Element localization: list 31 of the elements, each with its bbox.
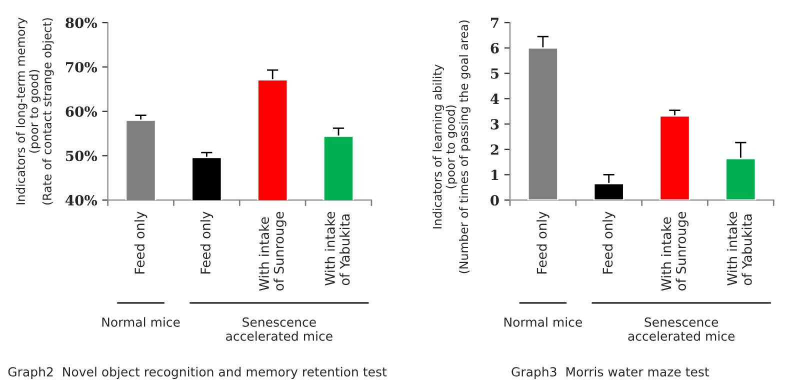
y-tick-label: 1 — [492, 170, 498, 180]
y-tick-label: 7 — [490, 18, 498, 28]
x-tick-label: With intake of Sunrouge — [258, 212, 286, 291]
text: Senescence accelerated mice — [628, 317, 735, 341]
y-tick-label: 60% — [66, 106, 98, 117]
text: Senescence accelerated mice — [226, 317, 332, 341]
x-tick-label: With intake of Sunrouge — [660, 212, 689, 291]
text: Normal mice — [504, 317, 582, 327]
y-tick-label: 3 — [490, 118, 499, 130]
y-tick-label: 4 — [490, 94, 499, 104]
x-tick-label: Feed only — [134, 212, 148, 274]
text: Graph3 Morris water maze test — [512, 366, 710, 379]
y-tick-label: 0 — [490, 195, 499, 206]
y-tick-label: 2 — [490, 144, 498, 155]
y-axis-title: Indicators of long-term memory (poor to good) (Rate of contact strange object) — [16, 18, 54, 204]
y-tick-label: 40% — [65, 195, 98, 206]
bar — [725, 158, 756, 200]
x-tick-label: With intake of Yabukita — [726, 212, 752, 286]
y-axis-title: Indicators of learning ability (poor to good) (Number of times of passing the goal area) — [432, 20, 470, 274]
y-tick-label: 70% — [66, 62, 98, 72]
x-tick-label: Feed only — [200, 212, 214, 274]
x-tick-label: Feed only — [602, 212, 616, 274]
x-tick-label: With intake of Yabukita — [324, 212, 350, 286]
y-tick-label: 50% — [66, 150, 98, 162]
y-tick-label: 80% — [66, 18, 98, 28]
x-tick-label: Feed only — [536, 212, 550, 274]
text: Graph2 Novel object recognition and memory retention test — [8, 366, 387, 379]
y-tick-label: 5 — [491, 68, 499, 79]
y-tick-label: 6 — [490, 42, 499, 54]
text: Normal mice — [102, 317, 180, 327]
bar — [659, 115, 690, 200]
